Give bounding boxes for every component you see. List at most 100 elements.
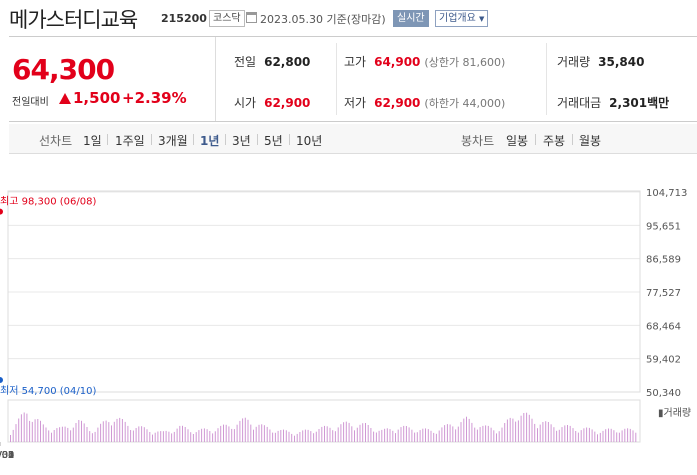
volume-bar <box>190 432 192 442</box>
min-label: 최저 54,700 (04/10) <box>0 385 96 397</box>
tab-10y[interactable]: 10년 <box>296 134 323 148</box>
volume-bar <box>209 431 211 442</box>
company-info-button[interactable]: 기업개요 ▼ <box>435 10 489 27</box>
y-tick-label: 50,340 <box>646 388 681 399</box>
volume-bar <box>400 427 402 442</box>
volume-bar <box>577 432 579 442</box>
prev-close-value: 62,800 <box>264 55 311 69</box>
volume-bar <box>550 424 552 442</box>
volume-bar <box>40 420 41 442</box>
amount-unit: 백만 <box>647 96 670 110</box>
volume-bar <box>395 433 396 442</box>
volume-bar <box>588 427 590 442</box>
volume-bar <box>627 428 629 442</box>
volume-bar <box>168 431 170 442</box>
volume-bar <box>108 422 110 442</box>
volume-bar <box>460 422 462 442</box>
volume-bar <box>220 425 222 442</box>
low-price: 저가 62,900 (하한가 44,000) <box>344 94 505 111</box>
volume-bar <box>26 413 28 442</box>
tab-1d[interactable]: 1일 <box>83 134 102 148</box>
volume-bar <box>127 425 129 442</box>
tab-3m[interactable]: 3개월 <box>158 134 188 148</box>
tab-weekly[interactable]: 주봉 <box>543 134 566 148</box>
volume-bar <box>608 428 609 442</box>
volume-bar <box>493 430 495 442</box>
volume-bar <box>354 430 355 442</box>
volume-bar <box>545 421 547 442</box>
volume-bar <box>520 415 522 442</box>
trade-amount: 거래대금 2,301백만 <box>557 94 669 111</box>
open-value: 62,900 <box>264 96 311 110</box>
volume-bar <box>132 430 134 442</box>
volume-bar <box>496 433 497 442</box>
volume-bar <box>403 425 405 442</box>
volume-bar <box>89 431 91 442</box>
volume-bar <box>214 431 216 442</box>
x-tick-label: 05/30 <box>0 450 14 461</box>
change-rate: +2.39% <box>122 89 187 107</box>
volume-bar <box>225 424 227 442</box>
x-tick-label: 04/03 <box>0 450 14 461</box>
volume-bar <box>18 418 20 442</box>
volume-bar <box>78 420 80 442</box>
realtime-button[interactable]: 실시간 <box>393 10 429 27</box>
volume-bar <box>160 431 162 442</box>
volume-bar <box>121 419 123 442</box>
volume-bar <box>471 422 473 442</box>
volume-bar <box>179 425 181 442</box>
tab-3y[interactable]: 3년 <box>232 134 251 148</box>
tab-1y[interactable]: 1년 <box>200 134 220 148</box>
volume-bar <box>173 431 175 442</box>
volume-bar <box>567 425 568 442</box>
tab-separator <box>257 134 258 145</box>
volume-bar <box>425 428 426 442</box>
volume-bar <box>419 430 421 442</box>
stock-header: 메가스터디교육 215200 코스닥 2023.05.30 기준(장마감) 실시… <box>0 0 697 34</box>
amount-value: 2,301 <box>609 96 648 110</box>
volume-bar <box>310 431 312 442</box>
volume-bar <box>463 418 465 442</box>
tab-5y[interactable]: 5년 <box>264 134 283 148</box>
volume-bar <box>373 431 375 442</box>
volume-bar <box>602 430 604 442</box>
volume-bar <box>375 432 377 442</box>
volume-bar <box>367 425 369 442</box>
volume-bar <box>528 414 530 442</box>
volume-bar <box>343 422 345 442</box>
volume-bar <box>138 426 140 442</box>
x-tick-label: 10/04 <box>0 450 14 461</box>
volume-bar <box>414 432 416 442</box>
tab-monthly[interactable]: 월봉 <box>579 134 602 148</box>
volume-bar <box>124 421 126 442</box>
volume-bar <box>332 430 334 442</box>
volume-bar <box>277 430 279 442</box>
volume-bar <box>392 430 394 442</box>
volume-bar <box>487 425 489 442</box>
y-tick-label: 104,713 <box>646 188 687 199</box>
tab-daily[interactable]: 일봉 <box>506 134 529 148</box>
volume-bar <box>359 424 361 442</box>
tab-separator <box>107 134 108 145</box>
volume-bar <box>242 418 244 442</box>
volume-bar <box>381 429 383 442</box>
tab-separator <box>151 134 152 145</box>
y-tick-label: 86,589 <box>646 255 681 266</box>
prev-close: 전일 62,800 <box>234 53 310 70</box>
x-tick-label: 02/01 <box>0 450 14 461</box>
volume-bar <box>162 431 164 442</box>
up-triangle-icon <box>59 93 71 104</box>
volume-bar <box>135 428 137 442</box>
min-marker <box>0 376 3 383</box>
volume-bar <box>116 418 118 442</box>
volume-bar <box>580 430 582 442</box>
tab-1w[interactable]: 1주일 <box>115 134 145 148</box>
volume-bar <box>296 433 298 442</box>
volume-bar <box>75 423 77 442</box>
volume-bar <box>171 433 173 442</box>
volume-bar <box>182 425 183 442</box>
volume-bar <box>457 426 459 442</box>
volume-bar <box>176 428 178 442</box>
volume-bar <box>283 429 284 442</box>
x-tick-label: 08/01 <box>0 450 14 461</box>
